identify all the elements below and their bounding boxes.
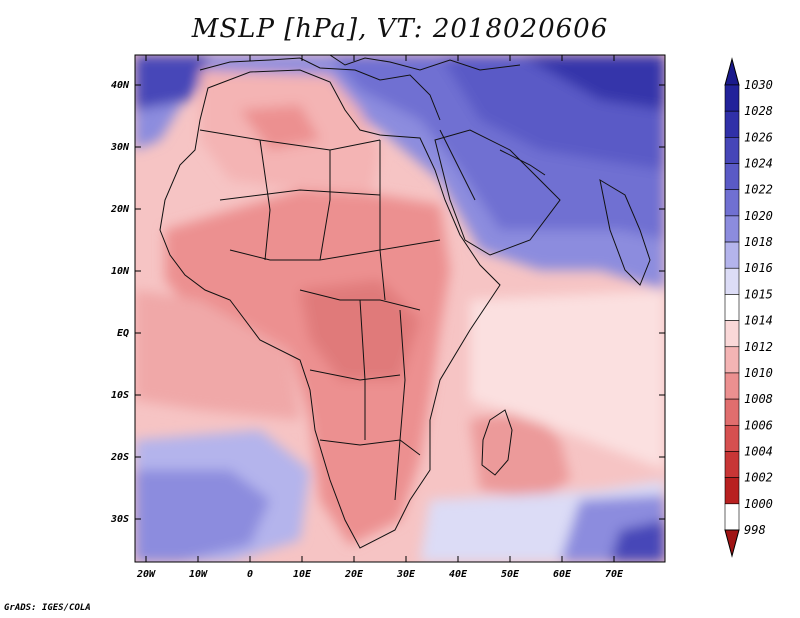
colorbar-bin (724, 163, 740, 191)
plot-frame (134, 54, 666, 563)
colorbar-label: 1015 (744, 287, 773, 301)
colorbar-label: 1008 (744, 392, 773, 406)
lon-label: 70E (605, 569, 624, 580)
colorbar-bin (724, 110, 740, 138)
colorbar-label: 1024 (744, 157, 773, 171)
lon-label: 50E (501, 569, 520, 580)
lon-label: 10W (189, 569, 208, 580)
colorbar-bin (724, 84, 740, 112)
lat-label: 20S (110, 452, 129, 463)
lon-axis: 20W 10W 0 10E 20E 30E 40E 50E 60E 70E (136, 55, 624, 580)
colorbar-label: 1026 (744, 130, 773, 144)
colorbar-label: 1006 (744, 418, 773, 432)
lat-label: 30N (110, 142, 130, 153)
colorbar-label: 1010 (744, 366, 773, 380)
lat-axis: 40N 30N 20N 10N EQ 10S 20S 30S (110, 80, 665, 525)
colorbar-bin (724, 189, 740, 217)
lon-label: 30E (396, 569, 416, 580)
colorbar-bin (724, 477, 740, 505)
colorbar-bin (724, 241, 740, 269)
lat-label: EQ (117, 328, 129, 339)
lon-label: 20W (136, 569, 156, 580)
lon-label: 20E (344, 569, 364, 580)
lat-label: 10N (111, 266, 130, 277)
map-title: MSLP [hPa], VT: 2018020606 (191, 14, 609, 44)
colorbar-over-arrow (724, 57, 740, 86)
colorbar-bin (724, 267, 740, 295)
pressure-field (135, 55, 665, 562)
colorbar-label: 1000 (744, 497, 773, 511)
colorbar-label: 998 (744, 523, 766, 537)
colorbar-bin (724, 320, 740, 348)
colorbar-bin (724, 424, 740, 452)
colorbar-label: 1028 (744, 104, 773, 118)
colorbar-label: 1018 (744, 235, 773, 249)
coastlines (159, 55, 651, 549)
lon-label: 60E (553, 569, 572, 580)
colorbar-label: 1020 (744, 209, 773, 223)
lon-label: 40E (449, 569, 468, 580)
colorbar-bin (724, 137, 740, 164)
lon-label: 10E (293, 569, 312, 580)
colorbar-bin (724, 398, 740, 426)
lat-label: 20N (110, 204, 130, 215)
colorbar-label: 1022 (744, 183, 773, 197)
colorbar-bin (724, 451, 740, 478)
colorbar: 1030 1028 1026 1024 1022 1020 1018 1016 1015 1014… (724, 57, 773, 558)
lat-label: 30S (110, 514, 129, 525)
colorbar-label: 1002 (744, 471, 773, 485)
colorbar-label: 1030 (744, 78, 773, 92)
colorbar-bin (724, 372, 740, 400)
colorbar-label: 1004 (744, 444, 773, 458)
lon-label: 0 (247, 569, 253, 580)
colorbar-bin (724, 346, 740, 374)
colorbar-bin (724, 215, 740, 243)
colorbar-bin (724, 294, 740, 321)
colorbar-label: 1012 (744, 340, 773, 354)
lat-label: 10S (111, 390, 129, 401)
colorbar-under-arrow (724, 529, 740, 558)
colorbar-label: 1014 (744, 314, 773, 328)
credit-text: GrADS: IGES/COLA (4, 603, 91, 613)
colorbar-bin (724, 503, 740, 531)
colorbar-label: 1016 (744, 261, 773, 275)
lat-label: 40N (111, 80, 130, 91)
